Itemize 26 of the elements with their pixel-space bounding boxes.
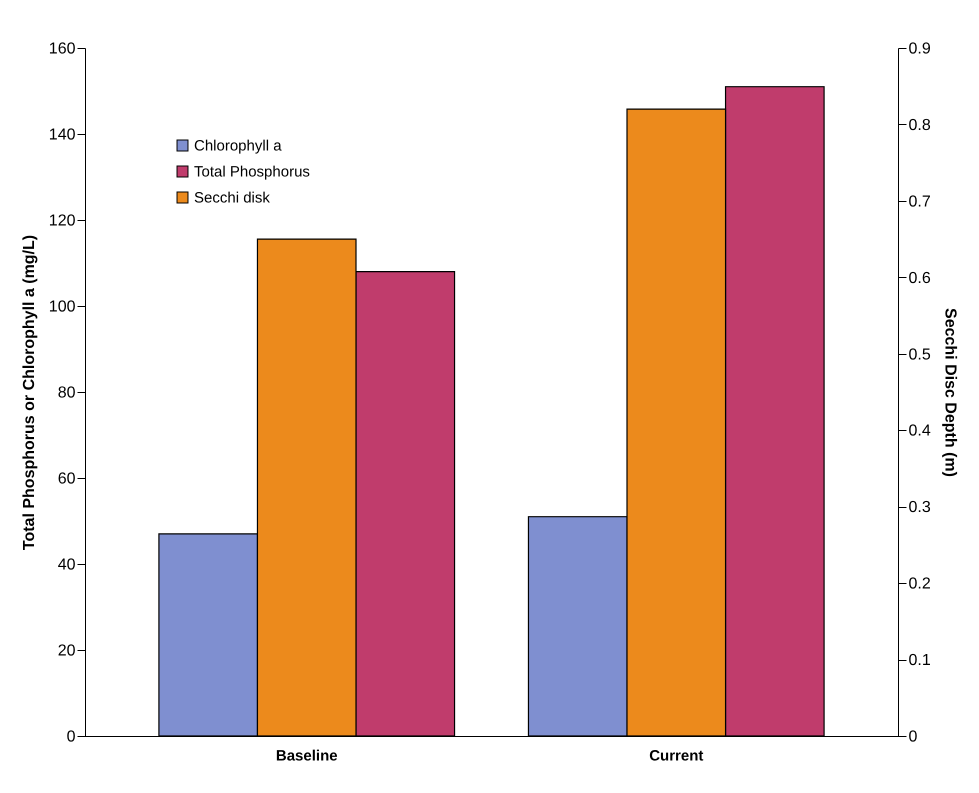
x-tick-label: Baseline <box>276 748 338 764</box>
y-tick-label: 80 <box>58 384 76 402</box>
y2-axis-title: Secchi Disc Depth (m) <box>942 308 959 477</box>
legend-label: Chlorophyll a <box>194 138 282 154</box>
y2-tick-label: 0.3 <box>908 499 931 516</box>
y2-tick-label: 0.7 <box>908 193 931 210</box>
y2-tick-label: 0.5 <box>908 346 931 364</box>
y-tick-label: 40 <box>58 556 76 574</box>
y-tick-label: 0 <box>66 728 76 746</box>
y-tick-label: 120 <box>48 212 76 230</box>
y-tick-label: 20 <box>58 642 76 660</box>
y-tick-label: 60 <box>58 470 76 488</box>
y2-tick-label: 0.4 <box>908 422 931 440</box>
y2-tick-label: 0.8 <box>908 116 931 134</box>
y-axis-title: Total Phosphorus or Chlorophyll a (mg/L) <box>20 234 38 550</box>
x-tick-label: Current <box>649 748 704 764</box>
y2-tick-label: 0.2 <box>908 576 931 593</box>
y-tick-label: 140 <box>48 126 76 144</box>
y2-tick-label: 0.6 <box>908 270 931 287</box>
y2-tick-label: 0.1 <box>908 652 931 670</box>
y-tick-label: 100 <box>48 298 76 316</box>
y2-tick-label: 0 <box>908 728 918 746</box>
legend-label: Secchi disk <box>194 190 270 206</box>
y-tick-label: 160 <box>48 40 76 58</box>
legend-label: Total Phosphorus <box>194 164 310 180</box>
y2-tick-label: 0.9 <box>908 40 931 58</box>
